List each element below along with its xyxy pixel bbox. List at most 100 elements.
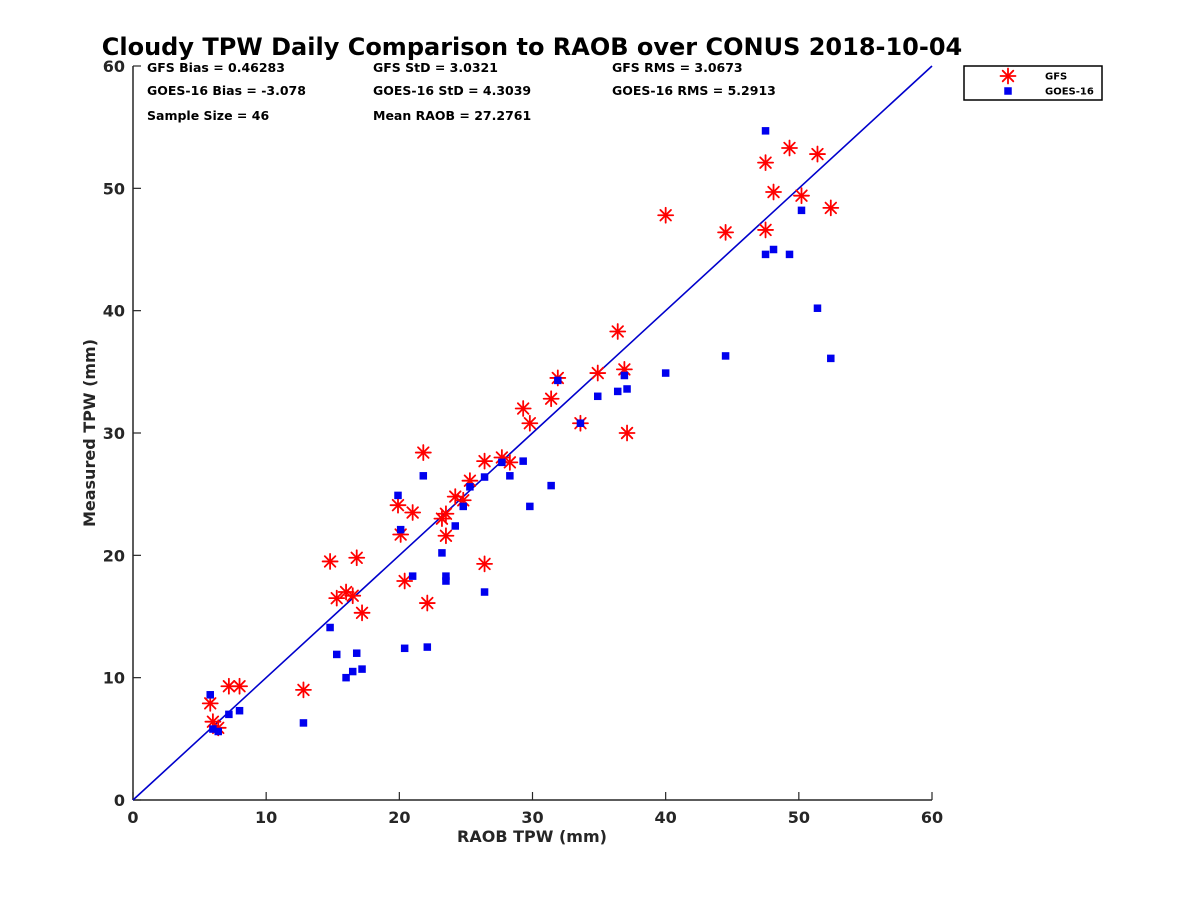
data-point xyxy=(547,481,555,490)
data-point xyxy=(214,727,222,736)
data-point xyxy=(396,525,405,534)
data-point xyxy=(797,206,806,215)
data-point xyxy=(295,681,312,699)
x-tick-label: 0 xyxy=(127,808,138,827)
data-point xyxy=(661,369,670,377)
data-point xyxy=(408,572,417,580)
stat-annotation: GOES-16 StD = 4.3039 xyxy=(373,83,531,98)
x-tick-label: 30 xyxy=(521,808,543,827)
statistics-annotations: GFS Bias = 0.46283 GFS StD = 3.0321 GFS RM… xyxy=(147,60,776,123)
data-point xyxy=(526,502,534,511)
stat-annotation: Sample Size = 46 xyxy=(147,108,269,123)
data-point xyxy=(613,387,622,396)
stat-annotation: GFS RMS = 3.0673 xyxy=(612,60,743,75)
y-tick-label: 30 xyxy=(103,424,125,443)
data-point xyxy=(419,472,428,480)
data-point xyxy=(506,472,514,480)
data-point xyxy=(437,527,455,545)
data-point xyxy=(466,483,474,491)
data-point xyxy=(554,376,562,385)
legend-item-goes-16: GOES-16 xyxy=(1004,87,1094,98)
x-tick-label: 20 xyxy=(388,808,410,827)
data-point xyxy=(620,371,629,380)
chart-title: Cloudy TPW Daily Comparison to RAOB over… xyxy=(102,33,962,61)
data-point xyxy=(717,223,734,241)
data-point xyxy=(437,505,455,523)
data-point xyxy=(761,250,770,259)
stat-annotation: GOES-16 RMS = 5.2913 xyxy=(612,83,776,98)
y-tick-label: 0 xyxy=(114,791,125,810)
y-tick-label: 10 xyxy=(103,669,125,688)
data-point xyxy=(542,390,560,408)
legend-marker xyxy=(1004,87,1012,95)
y-tick-label: 60 xyxy=(103,57,125,76)
y-tick-label: 40 xyxy=(103,302,125,321)
data-point xyxy=(781,139,798,157)
data-point xyxy=(576,419,585,427)
data-point xyxy=(813,304,822,312)
data-point xyxy=(785,250,794,259)
data-point xyxy=(589,364,607,382)
data-point xyxy=(344,587,362,605)
y-axis-label: Measured TPW (mm) xyxy=(80,339,99,527)
stat-annotation: GFS StD = 3.0321 xyxy=(373,60,498,75)
data-point xyxy=(328,589,346,607)
data-point xyxy=(476,555,493,573)
data-point xyxy=(389,496,407,514)
data-point xyxy=(442,572,450,580)
x-tick-label: 50 xyxy=(788,808,810,827)
plot-area: 0 10 20 30 40 50 60 0 10 20 30 40 50 60 xyxy=(103,57,943,827)
data-point xyxy=(609,323,627,340)
data-point xyxy=(451,522,460,530)
data-point xyxy=(459,502,468,511)
x-tick-label: 40 xyxy=(655,808,677,827)
legend-label: GFS xyxy=(1045,72,1067,83)
data-point xyxy=(594,392,602,401)
data-point xyxy=(519,457,527,465)
x-axis-label: RAOB TPW (mm) xyxy=(457,827,607,846)
legend-item-gfs: GFS xyxy=(999,67,1067,85)
data-point xyxy=(757,154,774,172)
data-point xyxy=(514,400,532,417)
data-point xyxy=(442,577,450,585)
series-goes-16 xyxy=(206,127,835,736)
data-point xyxy=(418,594,436,612)
data-point xyxy=(761,127,770,135)
axis-ticks: 0 10 20 30 40 50 60 0 10 20 30 40 50 60 xyxy=(103,57,943,827)
series-gfs xyxy=(201,139,840,737)
y-tick-label: 20 xyxy=(103,546,125,565)
data-point xyxy=(827,354,835,363)
data-point xyxy=(299,719,308,727)
data-point xyxy=(769,245,778,254)
data-point xyxy=(623,385,631,393)
data-point xyxy=(358,665,366,673)
data-point xyxy=(326,623,334,632)
x-tick-label: 60 xyxy=(921,808,943,827)
data-point xyxy=(209,725,217,733)
legend: GFS GOES-16 xyxy=(963,65,1103,101)
data-point xyxy=(476,452,493,470)
legend-label: GOES-16 xyxy=(1045,87,1094,98)
data-point xyxy=(394,491,402,500)
stat-annotation: Mean RAOB = 27.2761 xyxy=(373,108,531,123)
data-point xyxy=(396,572,414,590)
data-point xyxy=(342,673,350,682)
data-point xyxy=(321,553,339,570)
data-point xyxy=(521,414,539,432)
data-point xyxy=(822,199,840,217)
data-point xyxy=(480,588,489,596)
legend-marker xyxy=(999,67,1017,85)
data-point xyxy=(757,221,774,239)
data-point xyxy=(809,145,826,163)
data-point xyxy=(793,187,810,205)
data-point xyxy=(480,473,489,481)
one-to-one-reference-line xyxy=(132,65,933,801)
data-point xyxy=(225,710,233,719)
data-point xyxy=(404,504,422,521)
x-tick-label: 10 xyxy=(255,808,277,827)
data-point xyxy=(498,458,506,467)
data-point xyxy=(235,706,244,715)
data-point xyxy=(721,352,730,360)
stat-annotation: GOES-16 Bias = -3.078 xyxy=(147,83,306,98)
